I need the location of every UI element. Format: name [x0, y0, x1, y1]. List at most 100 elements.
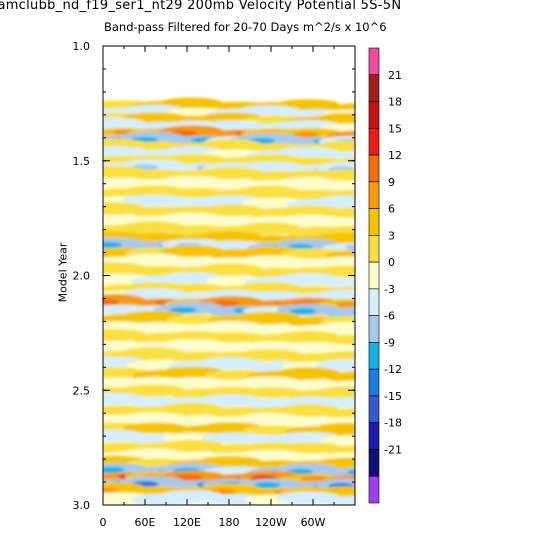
field-cell	[121, 194, 187, 207]
colorbar-swatch	[368, 449, 380, 477]
x-tick-label: 120W	[255, 516, 287, 529]
x-axis: 0 60E 120E 180 120W 60W	[100, 46, 335, 529]
field-cell	[198, 394, 264, 407]
field-cell	[315, 359, 355, 372]
colorbar-swatch	[368, 208, 380, 236]
field-cell	[275, 491, 341, 504]
colorbar-swatch	[368, 315, 380, 343]
field-cell	[319, 207, 355, 218]
field-cell	[120, 384, 186, 397]
chart-title: camclubb_nd_f19_ser1_nt29 200mb Velocity…	[0, 0, 402, 13]
field-core	[293, 131, 320, 138]
field-cell	[321, 334, 355, 345]
field-cell	[275, 273, 341, 286]
colorbar-label: -6	[384, 310, 395, 323]
y-tick-label: 2.5	[73, 384, 91, 397]
field-cell	[197, 167, 263, 180]
field-cell	[276, 404, 342, 417]
x-tick-label: 60E	[135, 516, 156, 529]
colorbar-label: 0	[388, 256, 395, 269]
colorbar-label: -18	[384, 417, 402, 430]
subtitle-units: m^2/s x 10^6	[302, 20, 387, 34]
field-core	[345, 244, 355, 251]
colorbar-label: 12	[388, 149, 402, 162]
colorbar-swatch	[368, 235, 380, 263]
field-core	[176, 474, 203, 481]
field-cell	[236, 222, 302, 235]
field-cell	[324, 371, 355, 384]
field-cell	[317, 397, 355, 408]
field-cell	[160, 245, 226, 257]
colorbar-swatch	[368, 127, 380, 156]
field-cell	[159, 439, 225, 452]
colorbar-label: 9	[388, 176, 395, 189]
field-core	[300, 475, 328, 482]
field-core	[170, 307, 197, 313]
field-cell	[275, 177, 341, 190]
colorbar-label: -3	[384, 283, 395, 296]
velocity-potential-field	[103, 97, 355, 505]
field-cell	[119, 253, 185, 266]
field-cell	[238, 255, 304, 267]
x-tick-label: 180	[219, 516, 240, 529]
colorbar-label: 21	[388, 69, 402, 82]
colorbar-swatch	[368, 422, 380, 450]
field-cell	[158, 212, 224, 225]
x-tick-label: 60W	[301, 516, 326, 529]
colorbar-label: 3	[388, 229, 395, 242]
field-cell	[315, 265, 355, 277]
field-cell	[320, 435, 355, 446]
colorbar-label: 18	[388, 96, 402, 109]
colorbar-swatch	[368, 47, 380, 76]
field-core	[289, 308, 317, 315]
x-tick-label: 0	[100, 516, 107, 529]
field-core	[103, 487, 119, 494]
field-core	[103, 242, 123, 248]
field-cell	[159, 339, 225, 352]
field-cell	[314, 321, 355, 335]
field-cell	[314, 195, 355, 208]
field-cell	[316, 256, 355, 268]
y-tick-label: 1.5	[73, 155, 91, 168]
field-core	[347, 469, 355, 475]
field-cell	[199, 204, 265, 217]
field-cell	[236, 412, 302, 426]
colorbar-swatch	[368, 74, 380, 102]
field-core	[103, 466, 125, 473]
field-cell	[197, 263, 263, 276]
field-cell	[236, 311, 302, 325]
colorbar-swatch	[368, 181, 380, 209]
field-cell	[197, 357, 263, 370]
field-cell	[237, 349, 303, 362]
field-core	[335, 301, 355, 308]
y-tick-label: 3.0	[73, 499, 91, 512]
colorbar-swatch	[368, 395, 380, 424]
x-tick-label: 120E	[173, 516, 201, 529]
field-core	[254, 482, 281, 489]
colorbar-label: -9	[384, 336, 395, 349]
colorbar-swatch	[368, 101, 380, 129]
colorbar-swatch	[368, 475, 380, 504]
field-cell	[324, 277, 355, 290]
colorbar-swatch	[368, 261, 380, 290]
field-cell	[316, 169, 355, 181]
y-tick-label: 2.0	[73, 270, 91, 283]
colorbar-label: -12	[384, 363, 402, 376]
field-cell	[275, 367, 341, 380]
field-cell	[277, 214, 343, 227]
colorbar-swatch	[368, 368, 380, 397]
colorbar-swatch	[368, 342, 380, 370]
field-cell	[119, 347, 185, 360]
y-tick-label: 1.0	[73, 40, 91, 53]
field-core	[103, 299, 119, 306]
field-cell	[314, 386, 355, 399]
colorbar-label: 15	[388, 122, 402, 135]
colorbar-swatch	[368, 288, 380, 316]
colorbar: 21 18 15 12 9 6 3 0 -3 -6 -9 -12 -15 -18 -21	[368, 47, 402, 504]
colorbar-label: 6	[388, 203, 395, 216]
subtitle-text: Band-pass Filtered for 20-70 Days	[104, 20, 300, 34]
colorbar-label: -21	[384, 443, 402, 456]
field-cell	[314, 422, 355, 436]
field-cell	[325, 495, 355, 505]
